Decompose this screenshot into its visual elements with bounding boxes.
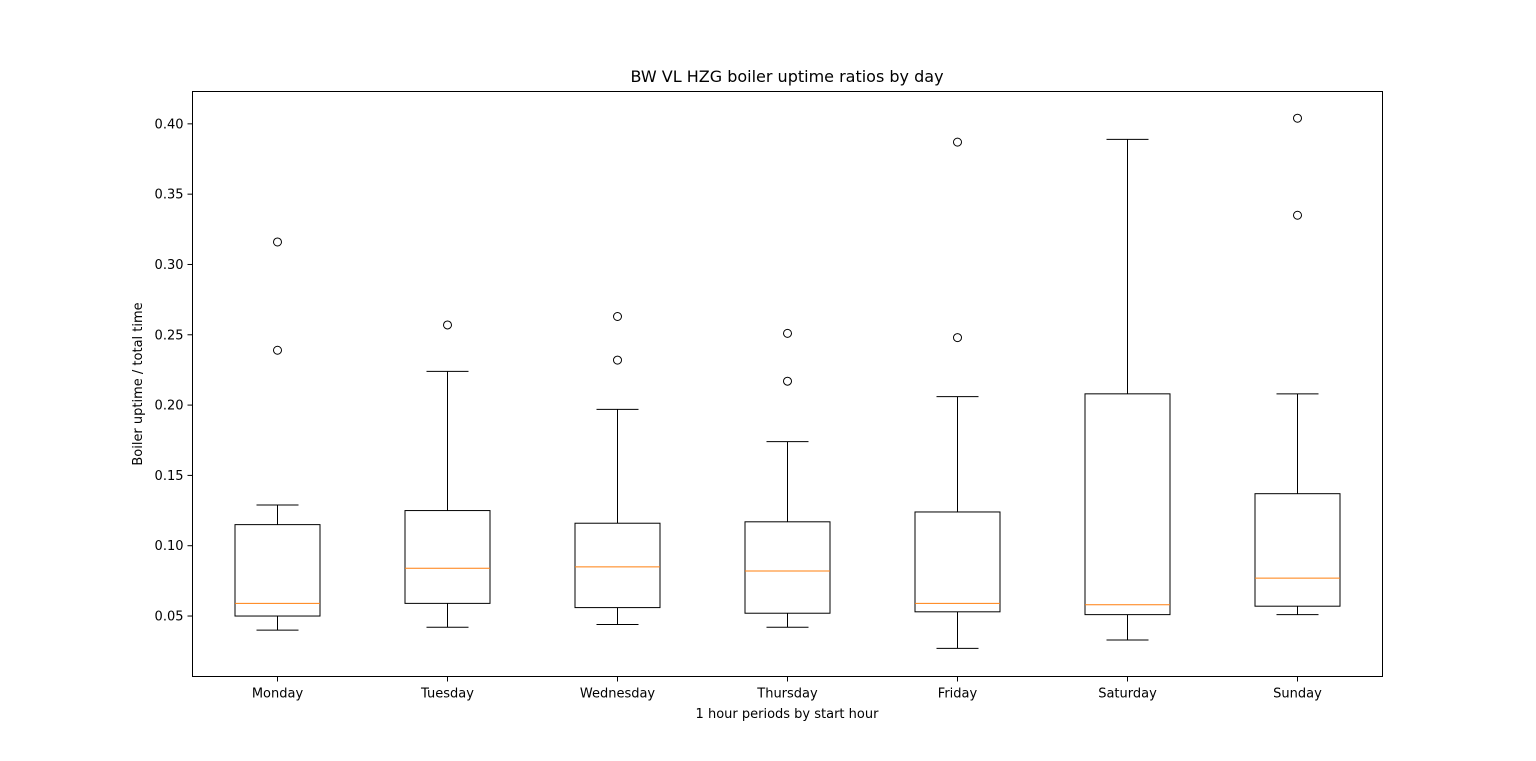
flier-point (783, 328, 792, 338)
y-axis: 0.05 0.10 0.15 0.20 0.25 0.30 0.35 0.40 (155, 117, 193, 625)
box-iqr (744, 521, 831, 614)
flier-point (953, 137, 962, 147)
box-group-5 (1084, 138, 1171, 641)
x-tick-label: Wednesday (580, 687, 656, 702)
box-iqr (1084, 393, 1171, 616)
box-iqr (914, 511, 1001, 613)
box-group-2 (574, 312, 661, 625)
flier-point (1293, 113, 1302, 123)
chart-title: BW VL HZG boiler uptime ratios by day (630, 67, 943, 86)
box-iqr (234, 524, 321, 617)
y-tick-label: 0.05 (155, 610, 184, 625)
x-axis-label: 1 hour periods by start hour (696, 707, 880, 722)
x-tick-label: Sunday (1273, 687, 1322, 702)
box-group-3 (744, 328, 831, 628)
y-tick-label: 0.30 (155, 258, 184, 273)
box-iqr (1254, 493, 1341, 607)
y-tick-label: 0.25 (155, 328, 184, 343)
flier-point (953, 333, 962, 343)
box-iqr (574, 522, 661, 609)
axes-frame (192, 91, 1383, 677)
box-group-0 (234, 237, 321, 631)
x-tick-label: Friday (938, 687, 978, 702)
y-axis-label: Boiler uptime / total time (131, 302, 146, 465)
box-group-1 (404, 320, 491, 628)
plot-area (234, 113, 1341, 649)
flier-point (613, 355, 622, 365)
flier-point (1293, 210, 1302, 220)
flier-point (273, 237, 282, 247)
box-group-6 (1254, 113, 1341, 616)
y-tick-label: 0.15 (155, 469, 184, 484)
box-iqr (404, 510, 491, 604)
flier-point (783, 376, 792, 386)
x-tick-label: Saturday (1098, 687, 1157, 702)
x-tick-label: Monday (252, 687, 304, 702)
x-axis: Monday Tuesday Wednesday Thursday Friday Satu… (252, 676, 1322, 702)
flier-point (273, 345, 282, 355)
box-group-4 (914, 137, 1001, 649)
y-tick-label: 0.40 (155, 117, 184, 132)
x-tick-label: Thursday (756, 687, 818, 702)
y-tick-label: 0.20 (155, 399, 184, 414)
x-tick-label: Tuesday (420, 687, 474, 702)
flier-point (443, 320, 452, 330)
y-tick-label: 0.35 (155, 188, 184, 203)
y-tick-label: 0.10 (155, 539, 184, 554)
flier-point (613, 312, 622, 321)
